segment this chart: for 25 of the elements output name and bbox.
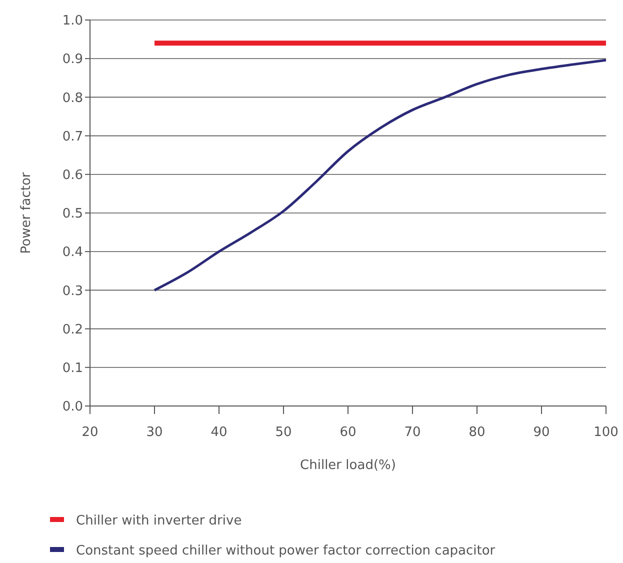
x-tick-label: 50 [275,425,292,440]
x-tick-label: 60 [340,425,356,440]
line-series [153,58,608,292]
y-tick-label: 1.0 [62,14,83,29]
y-tick-label: 0.6 [62,168,83,183]
y-tick-label: 0.8 [62,90,83,106]
x-tick-label: 70 [404,425,421,440]
x-tick-label: 90 [533,425,550,440]
legend-label: Chiller with inverter drive [76,514,242,529]
y-tick-label: 0.1 [62,360,83,376]
x-tick-label: 80 [468,425,486,440]
y-tick-label: 0.0 [62,400,83,415]
y-tick-label: 0.9 [62,52,83,68]
y-tick-label: 0.7 [62,129,83,144]
y-tick-label: 0.5 [62,206,83,222]
y-tick-label: 0.3 [62,284,83,299]
x-tick-label: 30 [146,425,163,440]
x-axis-title: Chiller load(%) [300,458,396,473]
x-tick-label: 40 [210,425,228,440]
x-tick-label: 100 [594,425,618,440]
y-tick-label: 0.4 [62,245,83,260]
y-axis-title: Power factor [19,172,34,254]
x-tick-label: 20 [82,425,98,440]
legend-label: Constant speed chiller without power factor correction capacitor [76,544,496,559]
y-tick-label: 0.2 [62,322,83,338]
